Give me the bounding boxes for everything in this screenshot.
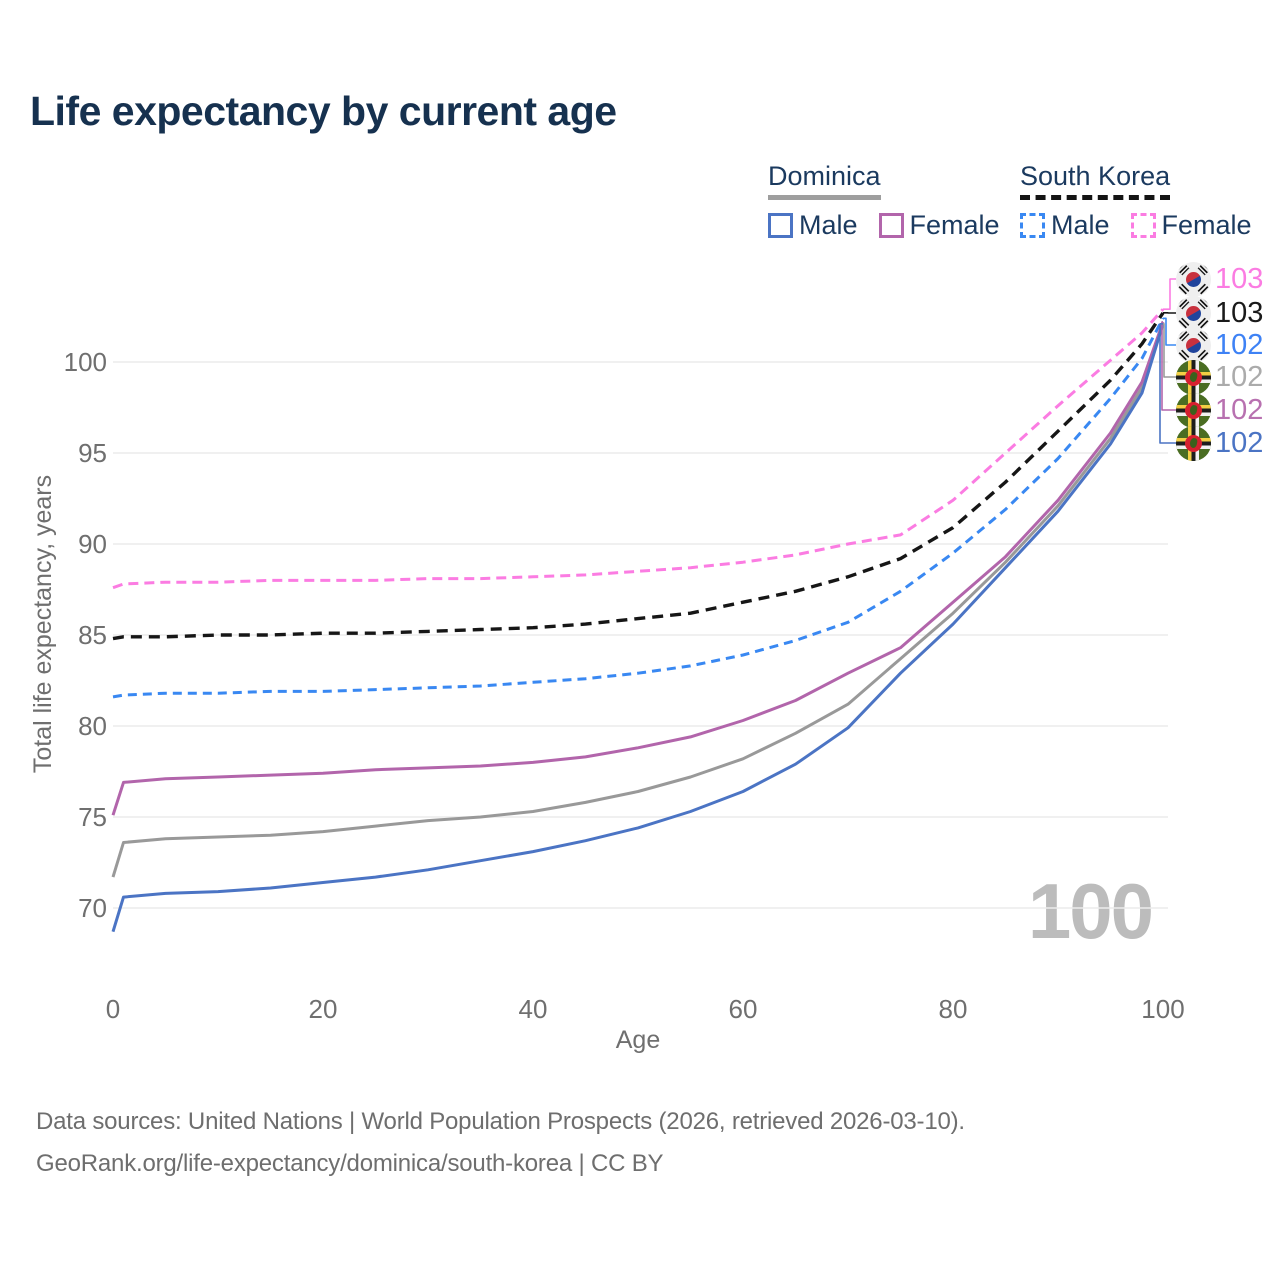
series-line-dominica_female[interactable] bbox=[111, 321, 1165, 816]
end-label-value-dominica_total: 102 bbox=[1215, 361, 1264, 393]
end-label-connector-dominica_total bbox=[1163, 322, 1176, 378]
end-label-connector-dominica_female bbox=[1161, 321, 1176, 411]
south-korea-flag-icon-sk_male bbox=[1176, 328, 1211, 363]
legend-country-dominica: Dominica bbox=[768, 161, 1021, 200]
x-tick-label-100: 100 bbox=[1141, 994, 1185, 1024]
dominica-flag-icon-dominica_female bbox=[1176, 393, 1211, 428]
y-tick-label-95: 95 bbox=[78, 438, 107, 468]
end-label-value-sk_female: 103 bbox=[1215, 263, 1264, 295]
footer-attribution: GeoRank.org/life-expectancy/dominica/sou… bbox=[36, 1150, 664, 1177]
end-label-value-dominica_male: 102 bbox=[1215, 427, 1264, 459]
y-tick-label-90: 90 bbox=[78, 529, 107, 559]
x-tick-label-40: 40 bbox=[518, 994, 548, 1024]
x-axis-title: Age bbox=[615, 1026, 661, 1054]
chart-title: Life expectancy by current age bbox=[30, 88, 617, 134]
series-line-dominica_male[interactable] bbox=[111, 323, 1165, 933]
legend-label-south-korea-male: Male bbox=[1051, 210, 1110, 240]
series-line-sk_total[interactable] bbox=[112, 311, 1165, 641]
legend-item-dominica-male[interactable]: Male bbox=[768, 210, 858, 241]
legend-swatch-south-korea-female bbox=[1130, 213, 1156, 238]
x-tick-label-60: 60 bbox=[728, 994, 758, 1024]
legend-swatch-dominica-male bbox=[768, 213, 793, 238]
y-tick-label-80: 80 bbox=[78, 711, 107, 741]
end-label-value-sk_male: 102 bbox=[1215, 329, 1264, 361]
south-korea-flag-icon-sk_total bbox=[1176, 296, 1211, 331]
legend-item-south-korea-male[interactable]: Male bbox=[1020, 210, 1110, 241]
footer-data-sources: Data sources: United Nations | World Pop… bbox=[36, 1108, 965, 1135]
legend-label-dominica-male: Male bbox=[799, 210, 858, 240]
end-label-connector-dominica_male bbox=[1159, 322, 1176, 444]
end-label-value-dominica_female: 102 bbox=[1215, 394, 1264, 426]
legend-country-south-korea-label: South Korea bbox=[1020, 161, 1171, 200]
y-tick-label-75: 75 bbox=[78, 802, 107, 832]
end-label-connector-sk_female bbox=[1163, 278, 1176, 311]
legend-items-dominica: Male Female bbox=[768, 210, 1021, 241]
legend-items-south-korea: Male Female bbox=[1020, 210, 1273, 241]
dominica-flag-icon-dominica_male bbox=[1176, 426, 1211, 461]
end-label-value-sk_total: 103 bbox=[1215, 297, 1264, 329]
end-label-connector-sk_male bbox=[1163, 317, 1176, 346]
x-tick-label-80: 80 bbox=[938, 994, 968, 1024]
legend-country-dominica-label: Dominica bbox=[768, 161, 881, 200]
south-korea-flag-icon-sk_female bbox=[1176, 262, 1211, 297]
legend-swatch-dominica-female bbox=[878, 213, 904, 238]
legend-label-south-korea-female: Female bbox=[1161, 210, 1252, 240]
y-tick-label-85: 85 bbox=[78, 620, 107, 650]
y-tick-label-100: 100 bbox=[63, 347, 107, 377]
dominica-flag-icon-dominica_total bbox=[1176, 360, 1211, 395]
x-tick-label-0: 0 bbox=[105, 994, 121, 1024]
legend-item-dominica-female[interactable]: Female bbox=[878, 210, 1000, 241]
legend-country-south-korea: South Korea bbox=[1020, 161, 1273, 200]
legend-group-dominica: Dominica Male Female bbox=[768, 161, 1021, 241]
y-tick-label-70: 70 bbox=[78, 893, 107, 923]
series-line-dominica_total[interactable] bbox=[111, 323, 1165, 878]
legend-group-south-korea: South Korea Male Female bbox=[1020, 161, 1273, 241]
legend-label-dominica-female: Female bbox=[909, 210, 1000, 240]
series-line-sk_female[interactable] bbox=[112, 308, 1165, 590]
x-tick-label-20: 20 bbox=[308, 994, 338, 1024]
series-line-sk_male[interactable] bbox=[112, 317, 1165, 699]
legend-swatch-south-korea-male bbox=[1020, 213, 1045, 238]
legend-item-south-korea-female[interactable]: Female bbox=[1130, 210, 1252, 241]
watermark-age-value: 100 bbox=[1027, 867, 1154, 955]
